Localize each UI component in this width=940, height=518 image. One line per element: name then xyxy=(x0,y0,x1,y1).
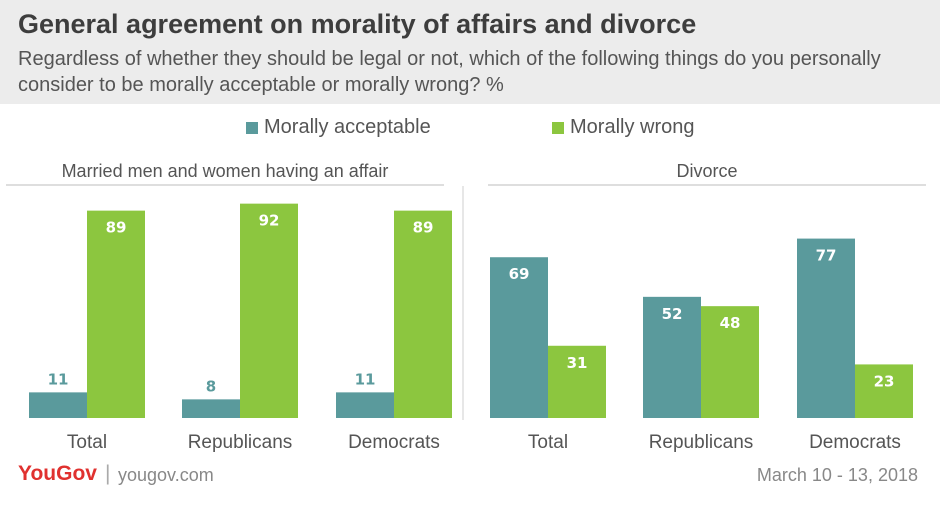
bar-affair-democrats-acceptable xyxy=(336,392,394,418)
bar-affair-democrats-wrong xyxy=(394,210,452,418)
data-label-affair-democrats-wrong: 89 xyxy=(413,219,434,237)
data-label-affair-total-wrong: 89 xyxy=(106,219,127,237)
data-label-divorce-republicans-acceptable: 52 xyxy=(662,305,683,323)
data-label-affair-republicans-acceptable: 8 xyxy=(206,377,216,395)
yougov-logo: YouGov xyxy=(18,462,97,485)
chart-title: General agreement on morality of affairs… xyxy=(18,9,697,39)
bar-affair-republicans-acceptable xyxy=(182,399,240,418)
data-label-divorce-democrats-wrong: 23 xyxy=(874,372,895,390)
category-label-affair-total: Total xyxy=(67,432,107,453)
data-label-divorce-democrats-acceptable: 77 xyxy=(816,247,837,265)
panel-title-affair: Married men and women having an affair xyxy=(62,161,389,181)
data-label-affair-republicans-wrong: 92 xyxy=(259,212,280,230)
data-label-affair-total-acceptable: 11 xyxy=(48,370,69,388)
data-label-divorce-total-acceptable: 69 xyxy=(509,265,530,283)
bar-divorce-total-wrong xyxy=(548,345,606,418)
chart-subtitle: Regardless of whether they should be leg… xyxy=(18,48,881,96)
bar-divorce-republicans-wrong xyxy=(701,306,759,418)
category-label-affair-republicans: Republicans xyxy=(188,432,293,453)
footer-separator: | xyxy=(105,462,111,485)
panel-title-divorce: Divorce xyxy=(676,161,737,181)
data-label-divorce-total-wrong: 31 xyxy=(567,354,588,372)
data-label-divorce-republicans-wrong: 48 xyxy=(720,314,741,332)
footer-date: March 10 - 13, 2018 xyxy=(756,465,918,485)
category-label-affair-democrats: Democrats xyxy=(348,432,440,453)
category-label-divorce-total: Total xyxy=(528,432,568,453)
legend-swatch-acceptable xyxy=(246,121,258,134)
bar-divorce-democrats-acceptable xyxy=(797,238,855,418)
legend-swatch-wrong xyxy=(552,121,564,134)
bar-affair-total-wrong xyxy=(87,210,145,418)
category-label-divorce-democrats: Democrats xyxy=(809,432,901,453)
footer-url[interactable]: yougov.com xyxy=(118,465,214,485)
bar-divorce-democrats-wrong xyxy=(855,364,913,418)
header-band: General agreement on morality of affairs… xyxy=(0,0,940,104)
legend-label-wrong: Morally wrong xyxy=(570,116,695,138)
legend-item-wrong: Morally wrong xyxy=(552,116,694,139)
legend: Morally acceptable Morally wrong xyxy=(0,116,940,142)
bar-affair-republicans-wrong xyxy=(240,203,298,418)
legend-item-acceptable: Morally acceptable xyxy=(246,116,431,139)
bar-affair-total-acceptable xyxy=(29,392,87,418)
bar-divorce-total-acceptable xyxy=(490,257,548,418)
bar-divorce-republicans-acceptable xyxy=(643,296,701,418)
data-label-affair-democrats-acceptable: 11 xyxy=(355,370,376,388)
legend-label-acceptable: Morally acceptable xyxy=(264,116,431,138)
category-label-divorce-republicans: Republicans xyxy=(649,432,754,453)
